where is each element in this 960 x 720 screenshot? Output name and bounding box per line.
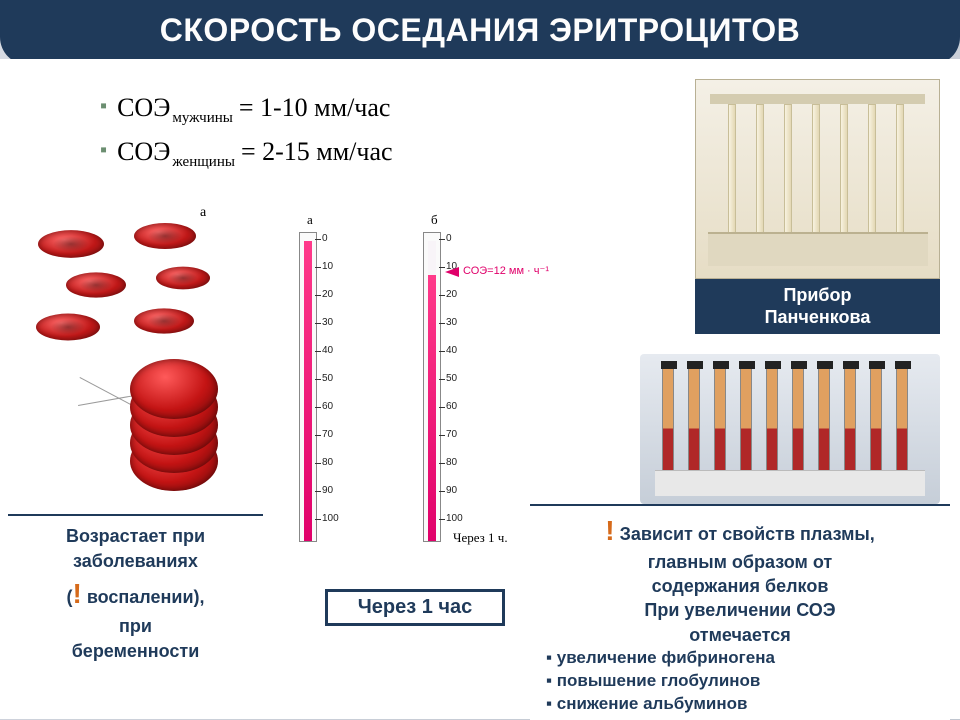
tick-label: 60 [322, 401, 333, 412]
device-base [708, 232, 928, 266]
rbc-cell [156, 267, 210, 290]
note-right-list: увеличение фибриногена повышение глобули… [538, 647, 942, 716]
rack-tube [766, 368, 778, 478]
tube-label-a: а [307, 212, 313, 228]
formula-eq-men: = 1-10 мм/час [239, 93, 391, 123]
list-item: снижение альбуминов [546, 693, 942, 716]
tick-label: 60 [446, 401, 457, 412]
tube-plasma [428, 241, 436, 275]
rbc-cell [134, 223, 196, 249]
rbc-cell [66, 272, 126, 297]
time-box: Через 1 час [325, 589, 505, 626]
tick-label: 90 [322, 485, 333, 496]
rack-base [655, 470, 925, 496]
exclaim-icon: ! [605, 515, 614, 546]
formula-var: СОЭ [117, 93, 170, 123]
rack-tube [688, 368, 700, 478]
stack-disc [130, 359, 218, 419]
note-right-l2: главным образом от [648, 552, 832, 572]
formula-row-men: ▪ СОЭ мужчины = 1-10 мм/час [100, 89, 393, 123]
device-top-bar [710, 94, 925, 104]
westergren-rack [640, 354, 940, 504]
tick-label: 50 [322, 373, 333, 384]
time-box-text: Через 1 час [358, 596, 473, 618]
panchenkov-device: Прибор Панченкова [695, 79, 940, 334]
tick-label: 20 [446, 289, 457, 300]
exclaim-icon: ! [72, 578, 81, 609]
tick-label: 100 [446, 513, 463, 524]
rbc-cell [36, 314, 100, 341]
tick-label: 0 [446, 233, 452, 244]
esr-marker-text: СОЭ=12 мм · ч⁻¹ [463, 264, 549, 277]
note-left-l4: при [119, 616, 152, 636]
slide-body: ▪ СОЭ мужчины = 1-10 мм/час ▪ СОЭ женщин… [0, 59, 960, 719]
note-left-l3post: воспалении), [82, 587, 205, 607]
note-right-l1: Зависит от свойств плазмы, [615, 524, 875, 544]
note-left-l5: беременности [72, 641, 200, 661]
note-left-l1: Возрастает при [66, 526, 205, 546]
rack-tube [662, 368, 674, 478]
device-caption-l1: Прибор [783, 285, 851, 305]
note-right-l5: отмечается [689, 625, 791, 645]
rbc-cell [134, 308, 194, 333]
tick-label: 40 [446, 345, 457, 356]
esr-marker-arrow [445, 267, 459, 277]
title-text: СКОРОСТЬ ОСЕДАНИЯ ЭРИТРОЦИТОВ [160, 12, 800, 48]
tick-label: 0 [322, 233, 328, 244]
device-caption-l2: Панченкова [765, 307, 871, 327]
tick-label: 80 [322, 457, 333, 468]
rack-tube [844, 368, 856, 478]
rbc-cell [38, 230, 104, 258]
tick-label: 80 [446, 457, 457, 468]
list-item: повышение глобулинов [546, 670, 942, 693]
tube-bottom-label: Через 1 ч. [453, 530, 508, 546]
device-illustration [695, 79, 940, 279]
note-right: ! Зависит от свойств плазмы, главным обр… [530, 504, 950, 720]
formula-sub-men: мужчины [172, 110, 232, 127]
note-right-l4: При увеличении СОЭ [644, 600, 835, 620]
tick-label: 30 [322, 317, 333, 328]
slide-title: СКОРОСТЬ ОСЕДАНИЯ ЭРИТРОЦИТОВ [0, 0, 960, 65]
bullet-icon: ▪ [100, 133, 107, 167]
tick-label: 50 [446, 373, 457, 384]
sed-tube: 0102030405060708090100 [423, 232, 441, 542]
tick-label: 70 [322, 429, 333, 440]
rouleaux-stack [130, 359, 218, 479]
cells-label-a: а [200, 205, 206, 221]
formula-eq-women: = 2-15 мм/час [241, 137, 393, 167]
list-item: увеличение фибриногена [546, 647, 942, 670]
rack-tube [896, 368, 908, 478]
tick-label: 10 [322, 261, 333, 272]
tick-label: 70 [446, 429, 457, 440]
tick-label: 30 [446, 317, 457, 328]
tube-label-b: б [431, 212, 438, 228]
tube-fill [428, 275, 436, 541]
formula-row-women: ▪ СОЭ женщины = 2-15 мм/час [100, 133, 393, 167]
sed-tube: 0102030405060708090100 [299, 232, 317, 542]
device-caption: Прибор Панченкова [695, 279, 940, 334]
tick-label: 90 [446, 485, 457, 496]
bullet-icon: ▪ [100, 89, 107, 123]
note-right-l3: содержания белков [652, 576, 829, 596]
tick-label: 100 [322, 513, 339, 524]
tick-label: 20 [322, 289, 333, 300]
rack-tube [818, 368, 830, 478]
formula-sub-women: женщины [172, 154, 235, 171]
tube-fill [304, 241, 312, 541]
formula-var: СОЭ [117, 137, 170, 167]
note-left-l2: заболеваниях [73, 551, 198, 571]
tick-label: 40 [322, 345, 333, 356]
rack-tube [870, 368, 882, 478]
rack-tube [792, 368, 804, 478]
rack-tube [714, 368, 726, 478]
note-left: Возрастает при заболеваниях (! воспалени… [8, 514, 263, 672]
rack-tube [740, 368, 752, 478]
esr-formulas: ▪ СОЭ мужчины = 1-10 мм/час ▪ СОЭ женщин… [100, 89, 393, 177]
